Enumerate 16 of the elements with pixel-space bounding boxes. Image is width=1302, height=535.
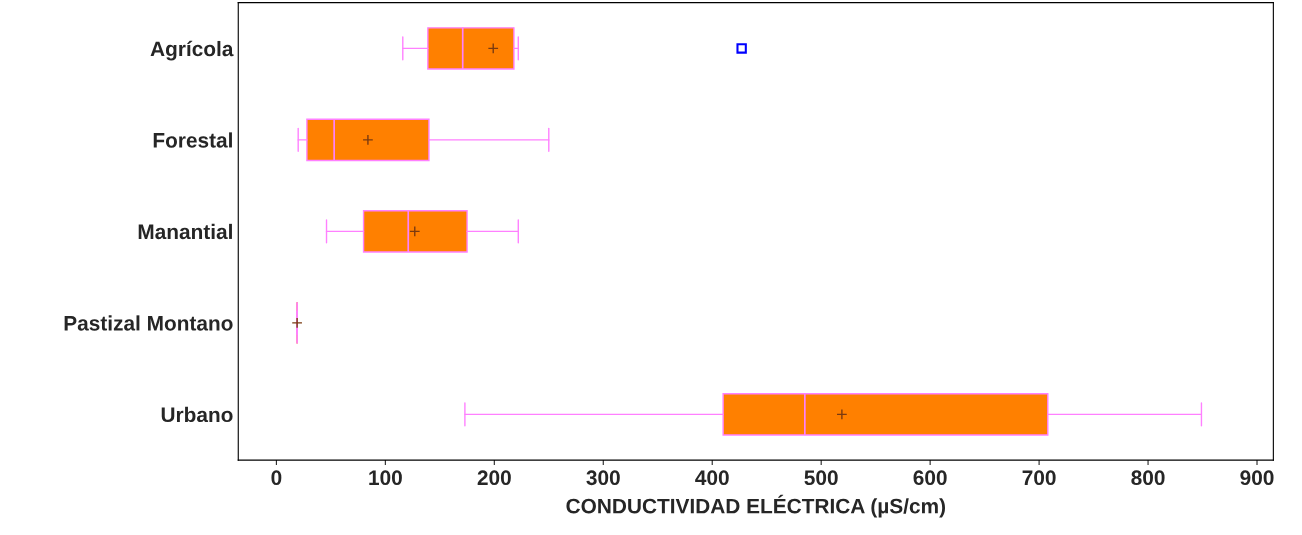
- y-tick-label: Urbano: [161, 406, 233, 423]
- x-tick-label: 500: [804, 470, 838, 486]
- y-tick-label: Agrícola: [150, 40, 234, 61]
- x-tick-label: 600: [913, 470, 947, 486]
- y-tick-label: Pastizal Montano: [64, 315, 233, 331]
- x-tick-label: 100: [369, 470, 402, 486]
- x-tick-label: 400: [695, 470, 729, 486]
- x-tick-label: 900: [1240, 470, 1274, 486]
- y-tick-label: Forestal: [153, 132, 232, 148]
- x-tick-label: 700: [1022, 470, 1056, 486]
- x-axis-title: CONDUCTIVIDAD ELÉCTRICA (µS/cm): [566, 494, 945, 518]
- x-tick-label: 800: [1131, 470, 1165, 486]
- x-tick-label: 0: [271, 470, 282, 486]
- y-tick-label: Manantial: [138, 223, 232, 240]
- x-tick-label: 200: [477, 470, 511, 486]
- x-tick-label: 300: [586, 470, 620, 486]
